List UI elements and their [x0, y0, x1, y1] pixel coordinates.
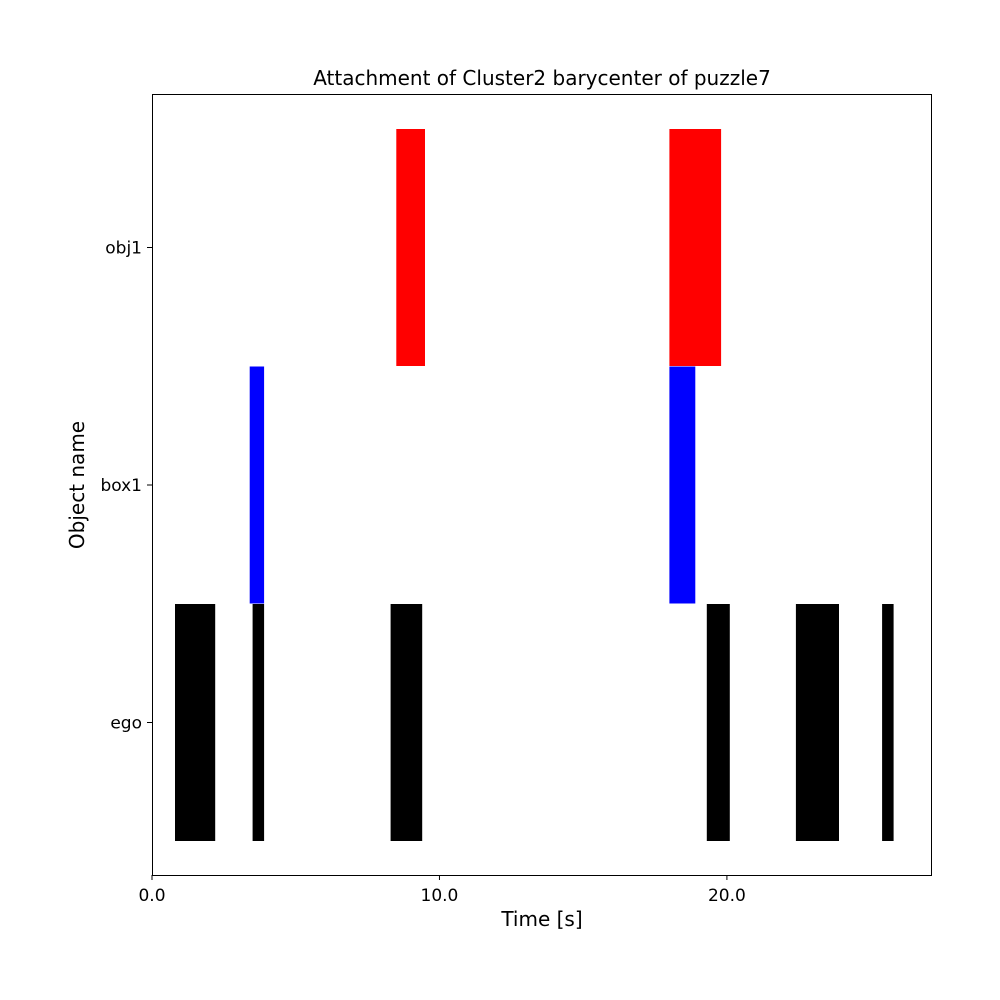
bar-box1 [249, 366, 265, 604]
bar-ego [706, 604, 730, 841]
plot-frame [152, 94, 932, 876]
bar-ego [390, 604, 423, 841]
x-ticks: 0.0 10.0 20.0 [138, 875, 746, 906]
y-tick-label: obj1 [105, 239, 142, 259]
bar-obj1 [669, 129, 722, 366]
x-axis-label: Time [s] [500, 907, 582, 931]
bar-ego [252, 604, 265, 841]
x-tick-label: 0.0 [138, 886, 165, 906]
chart-title: Attachment of Cluster2 barycenter of puz… [313, 66, 771, 90]
x-tick-label: 10.0 [421, 886, 459, 906]
bar-box1 [669, 366, 696, 604]
bar-obj1 [396, 129, 425, 366]
y-axis-label: Object name [65, 421, 89, 549]
y-tick-label: box1 [100, 476, 142, 496]
y-ticks: ego box1 obj1 [100, 239, 152, 734]
x-tick-label: 20.0 [708, 886, 746, 906]
bar-ego [795, 604, 839, 841]
bars-layer [175, 129, 894, 841]
bar-ego [175, 604, 216, 841]
y-tick-label: ego [110, 714, 142, 734]
bar-ego [882, 604, 894, 841]
